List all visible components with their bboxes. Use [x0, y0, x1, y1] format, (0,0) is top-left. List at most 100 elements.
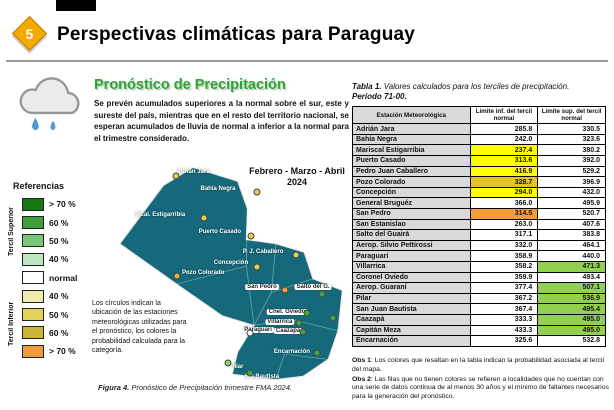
table-row: Paraguarí 358.9 440.0	[352, 250, 606, 262]
tercile-sup-cell: 495.0	[537, 324, 606, 337]
tercile-sup-cell: 440.0	[537, 250, 606, 262]
station-label: Adrián Jara	[176, 169, 210, 176]
table-row: Caazapá 333.3 495.0	[352, 313, 606, 326]
tercile-inf-cell: 242.0	[469, 133, 539, 146]
station-label: S.J.Bautista	[244, 374, 280, 381]
table-row: General Bruguéz 366.0 495.9	[352, 197, 606, 209]
table-row: Salto del Guairá 317.1 383.8	[352, 229, 606, 241]
station-dot	[303, 309, 311, 317]
legend-item: normal	[22, 269, 77, 287]
station-dot	[292, 251, 300, 259]
legend-item-label: 40 %	[49, 254, 69, 265]
table-row: Pedro Juan Caballero 416.9 529.2	[352, 165, 606, 178]
terciles-table: Estación Meteorológica Límite inf. del t…	[352, 105, 606, 347]
station-name-cell: Pilar	[352, 292, 471, 305]
legend-item: > 70 %	[22, 195, 77, 213]
station-name-cell: Concepción	[352, 186, 471, 199]
station-name-cell: San Juan Bautista	[352, 303, 471, 315]
station-name-cell: Salto del Guairá	[352, 229, 471, 241]
figure-caption-lead: Figura 4.	[98, 383, 130, 392]
legend-swatch	[22, 197, 44, 211]
obs-notes: Obs 1: Los colores que resaltan en la ta…	[352, 357, 610, 403]
tercile-sup-cell: 407.6	[537, 218, 606, 231]
station-label: Encarnación	[273, 348, 310, 355]
station-dot	[200, 214, 208, 222]
station-name-cell: Encarnación	[352, 335, 471, 347]
tercile-inf-cell: 313.6	[469, 155, 539, 167]
station-name-cell: Puerto Casado	[352, 155, 471, 167]
tercile-inf-cell: 263.0	[469, 218, 539, 231]
tercile-sup-cell: 520.7	[537, 208, 606, 220]
tercile-inf-cell: 377.4	[469, 282, 539, 294]
station-dot	[329, 314, 337, 322]
tercile-inf-cell: 416.9	[469, 165, 539, 178]
station-label: Mcal. Estigarribia	[135, 211, 186, 218]
legend-swatch	[22, 326, 44, 340]
table-row: Encarnación 325.6 532.8	[352, 335, 606, 347]
table-row: Pilar 367.2 536.9	[352, 292, 606, 305]
station-name-cell: Villarrica	[352, 260, 471, 273]
station-label: Puerto Casado	[198, 229, 242, 236]
station-name-cell: Capitán Meza	[352, 324, 471, 337]
station-label: Pozo Colorado	[181, 270, 225, 277]
col-header-sup: Límite sup. del tercil normal	[537, 105, 606, 125]
legend-swatch	[22, 252, 44, 266]
legend-item-label: 50 %	[49, 309, 69, 320]
table-row: San Pedro 314.5 520.7	[352, 208, 606, 220]
station-dot	[246, 369, 254, 377]
station-label: Bahía Negra	[200, 185, 236, 192]
tercile-inf-cell: 367.2	[469, 292, 539, 305]
table-caption-text: Valores calculados para los terciles de …	[381, 82, 570, 91]
section-title: Pronóstico de Precipitación	[94, 77, 286, 93]
tercile-inf-cell: 333.3	[469, 313, 539, 326]
table-row: Adrián Jara 285.8 330.5	[352, 123, 606, 135]
tercile-sup-cell: 471.3	[537, 260, 606, 273]
station-dot	[313, 349, 321, 357]
tercile-sup-cell: 507.1	[537, 282, 606, 294]
station-name-cell: Bahía Negra	[352, 133, 471, 146]
slide-number: 5	[25, 25, 34, 42]
legend-swatch	[22, 289, 44, 303]
table-row: Bahía Negra 242.0 323.6	[352, 133, 606, 146]
legend-item-label: 40 %	[49, 291, 69, 302]
legend-item-label: > 70 %	[49, 346, 76, 357]
tercile-sup-cell: 464.1	[537, 239, 606, 252]
tercile-sup-cell: 536.9	[537, 292, 606, 305]
station-label: San Pedro	[245, 283, 279, 290]
tercile-sup-cell: 495.9	[537, 197, 606, 209]
station-dot	[253, 188, 261, 196]
station-name-cell: Pozo Colorado	[352, 176, 471, 188]
tercil-superior-label: Tercil Superior	[8, 207, 15, 257]
legend-item-label: 60 %	[49, 217, 69, 228]
station-name-cell: General Bruguéz	[352, 197, 471, 209]
station-dot	[295, 319, 303, 327]
legend-item: 60 %	[22, 213, 77, 231]
tercile-sup-cell: 532.8	[537, 335, 606, 347]
tercile-inf-cell: 358.2	[469, 260, 539, 273]
table-row: Puerto Casado 313.6 392.0	[352, 155, 606, 167]
table-row: Aerop. Guaraní 377.4 507.1	[352, 282, 606, 294]
tercile-inf-cell: 358.9	[469, 250, 539, 262]
legend-item: 60 %	[22, 324, 77, 342]
tercile-sup-cell: 396.9	[537, 176, 606, 188]
rain-cloud-icon	[12, 72, 90, 138]
legend-swatch	[22, 308, 44, 322]
tercile-inf-cell: 359.9	[469, 271, 539, 284]
station-dot	[318, 290, 326, 298]
paraguay-map: Adrián Jara Bahía Negra Mcal. Estigarribia…	[110, 160, 350, 388]
table-row: Pozo Colorado 328.7 396.9	[352, 176, 606, 188]
tercile-inf-cell: 285.8	[469, 123, 539, 135]
station-name-cell: Caazapá	[352, 313, 471, 326]
tercile-inf-cell: 314.5	[469, 208, 539, 220]
legend-axis: Tercil Superior Tercil Inferior	[8, 195, 22, 361]
table-row: Concepción 294.0 432.0	[352, 186, 606, 199]
tercile-sup-cell: 330.5	[537, 123, 606, 135]
station-label: Paraguarí	[242, 327, 274, 334]
tercile-inf-cell: 317.1	[469, 229, 539, 241]
legend-item-label: 60 %	[49, 327, 69, 338]
station-name-cell: Adrián Jara	[352, 123, 471, 135]
logo-block	[56, 0, 96, 11]
tercile-inf-cell: 366.0	[469, 197, 539, 209]
legend-swatch	[22, 271, 44, 285]
